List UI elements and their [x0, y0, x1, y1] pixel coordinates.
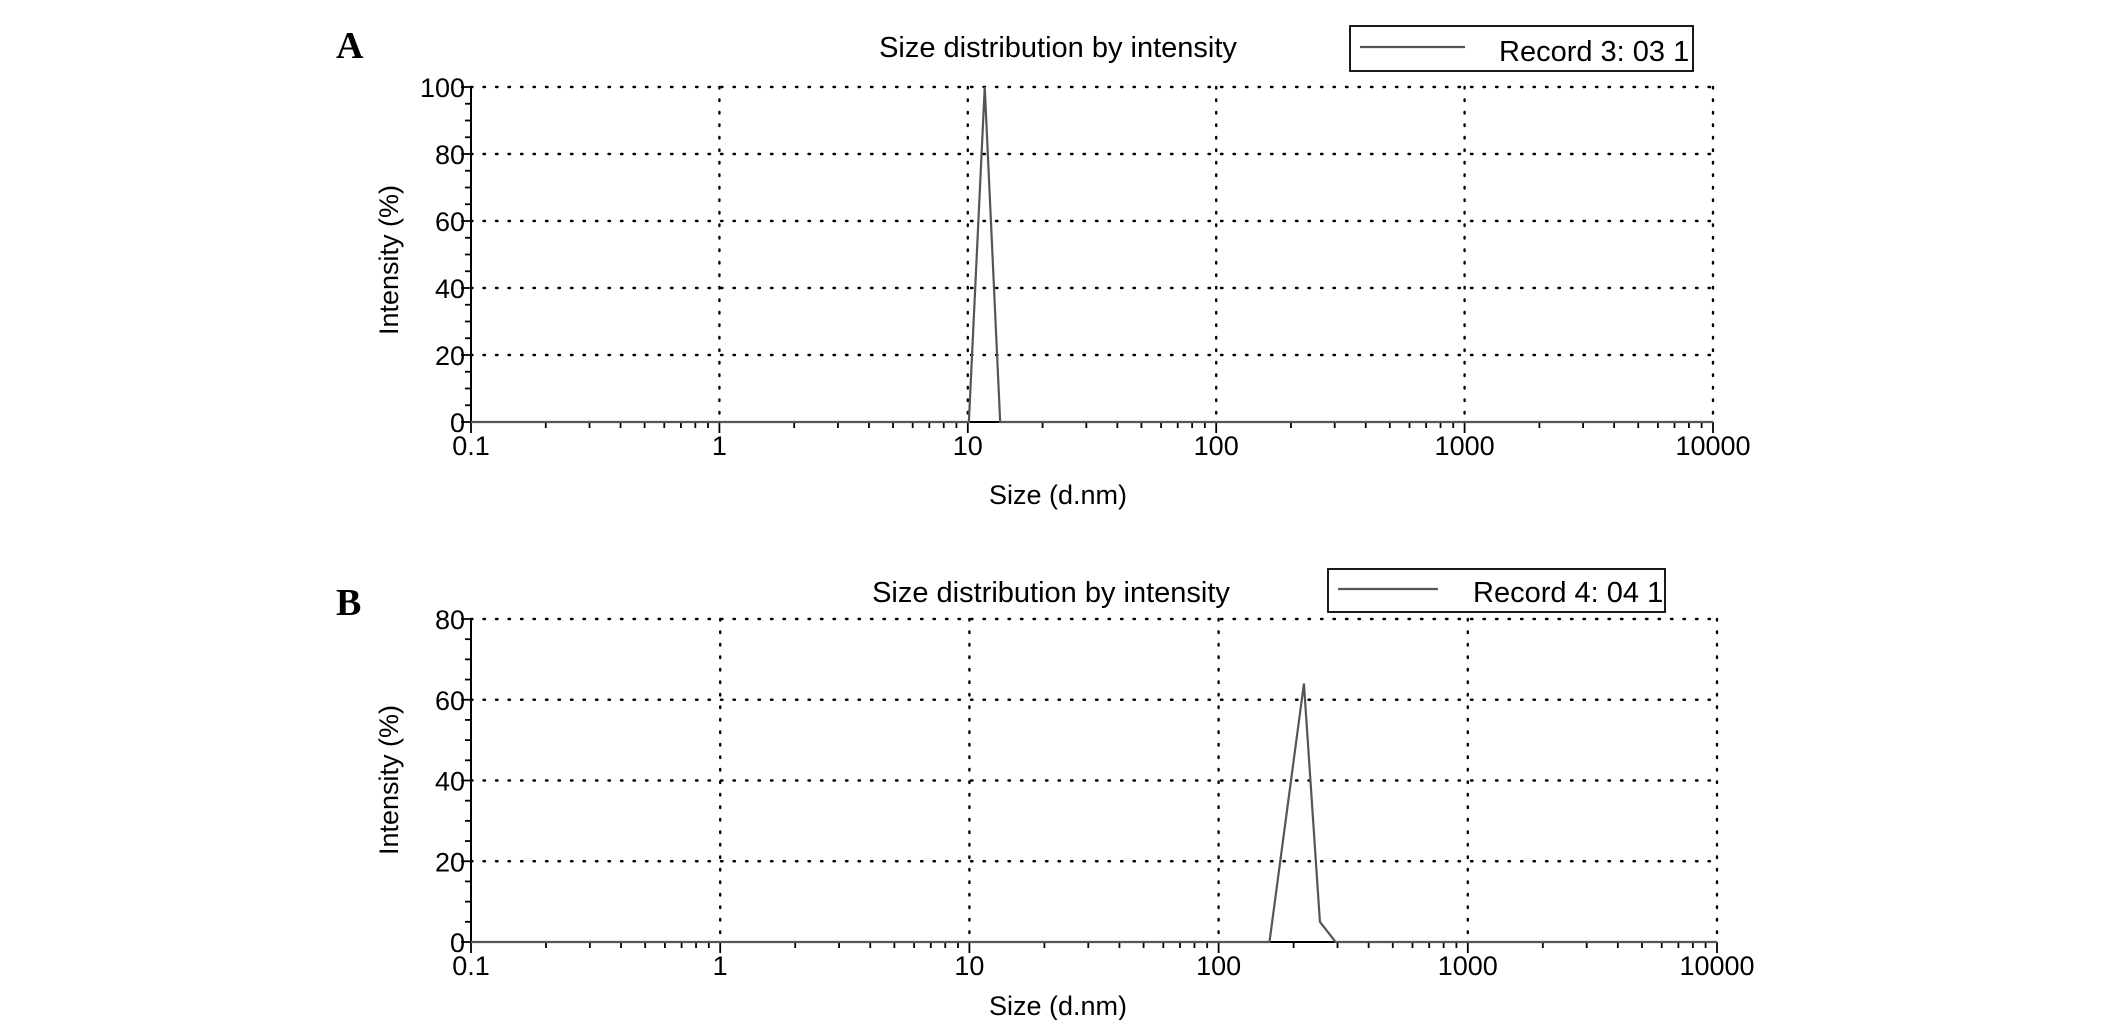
panel-a-axes [470, 87, 1713, 423]
panel-a-x-tick-label: 1000 [1435, 431, 1495, 461]
panel-a-y-tick-label: 20 [435, 341, 465, 371]
panel-a-y-tick-label: 100 [420, 73, 465, 103]
panel-a-legend-label: Record 3: 03 1 [1499, 36, 1689, 68]
panel-a-y-tick-label: 60 [435, 207, 465, 237]
panel-a-legend-box [1349, 25, 1694, 72]
panel-a-legend: Record 3: 03 1 [1349, 25, 1694, 72]
panel-a-x-tick-label: 10 [953, 431, 983, 461]
panel-a-y-ticks: 0 20 40 60 80 100 [420, 73, 471, 438]
panel-b-x-ticks: 0.1 1 10 100 1000 10000 [452, 942, 1755, 981]
panel-a-x-tick-label: 0.1 [452, 431, 490, 461]
panel-b-y-tick-label: 60 [435, 686, 465, 716]
panel-b-x-tick-label: 1 [713, 951, 728, 981]
panel-a: A Size distribution by intensity Size (d… [336, 25, 1751, 510]
panel-a-y-tick-label: 0 [450, 408, 465, 438]
panel-b-y-tick-label: 40 [435, 767, 465, 797]
panel-a-series [471, 86, 1713, 424]
panel-b-grid [469, 617, 1719, 944]
panel-b-x-tick-label: 10000 [1679, 951, 1754, 981]
panel-a-y-tick-label: 40 [435, 274, 465, 304]
panel-a-x-ticks: 0.1 1 10 100 1000 10000 [452, 422, 1751, 461]
panel-a-y-tick-label: 80 [435, 140, 465, 170]
panel-a-x-axis-label: Size (d.nm) [989, 480, 1127, 510]
panel-b-legend-label: Record 4: 04 1 [1473, 577, 1663, 609]
panel-b-y-axis-label: Intensity (%) [374, 705, 404, 855]
panel-b-legend: Record 4: 04 1 [1327, 568, 1666, 613]
panel-b-y-ticks: 0 20 40 60 80 [435, 605, 471, 958]
panel-b-x-tick-label: 10 [954, 951, 984, 981]
panel-a-y-axis-label: Intensity (%) [374, 185, 404, 335]
panel-b-letter: B [336, 582, 361, 624]
panel-b-x-axis-label: Size (d.nm) [989, 991, 1127, 1020]
panel-a-x-tick-label: 1 [712, 431, 727, 461]
panel-b-x-tick-label: 100 [1196, 951, 1241, 981]
panel-b-x-tick-label: 1000 [1438, 951, 1498, 981]
panel-a-series-line-0 [471, 86, 1713, 424]
panel-b-title: Size distribution by intensity [872, 577, 1230, 609]
panel-b-y-tick-label: 20 [435, 847, 465, 877]
panel-b-y-tick-label: 80 [435, 605, 465, 635]
panel-a-x-tick-label: 100 [1194, 431, 1239, 461]
panel-b-y-tick-label: 0 [450, 928, 465, 958]
panel-a-title: Size distribution by intensity [879, 32, 1237, 64]
panel-b-series-line-0 [471, 683, 1717, 944]
panel-a-letter: A [336, 25, 364, 67]
panel-b-x-tick-label: 0.1 [452, 951, 490, 981]
panel-b-series [471, 683, 1717, 944]
panel-b-legend-box [1327, 568, 1666, 613]
panel-a-x-tick-label: 10000 [1675, 431, 1750, 461]
panel-a-grid [469, 85, 1715, 424]
panel-b: B Size distribution by intensity Size (d… [336, 568, 1755, 1020]
